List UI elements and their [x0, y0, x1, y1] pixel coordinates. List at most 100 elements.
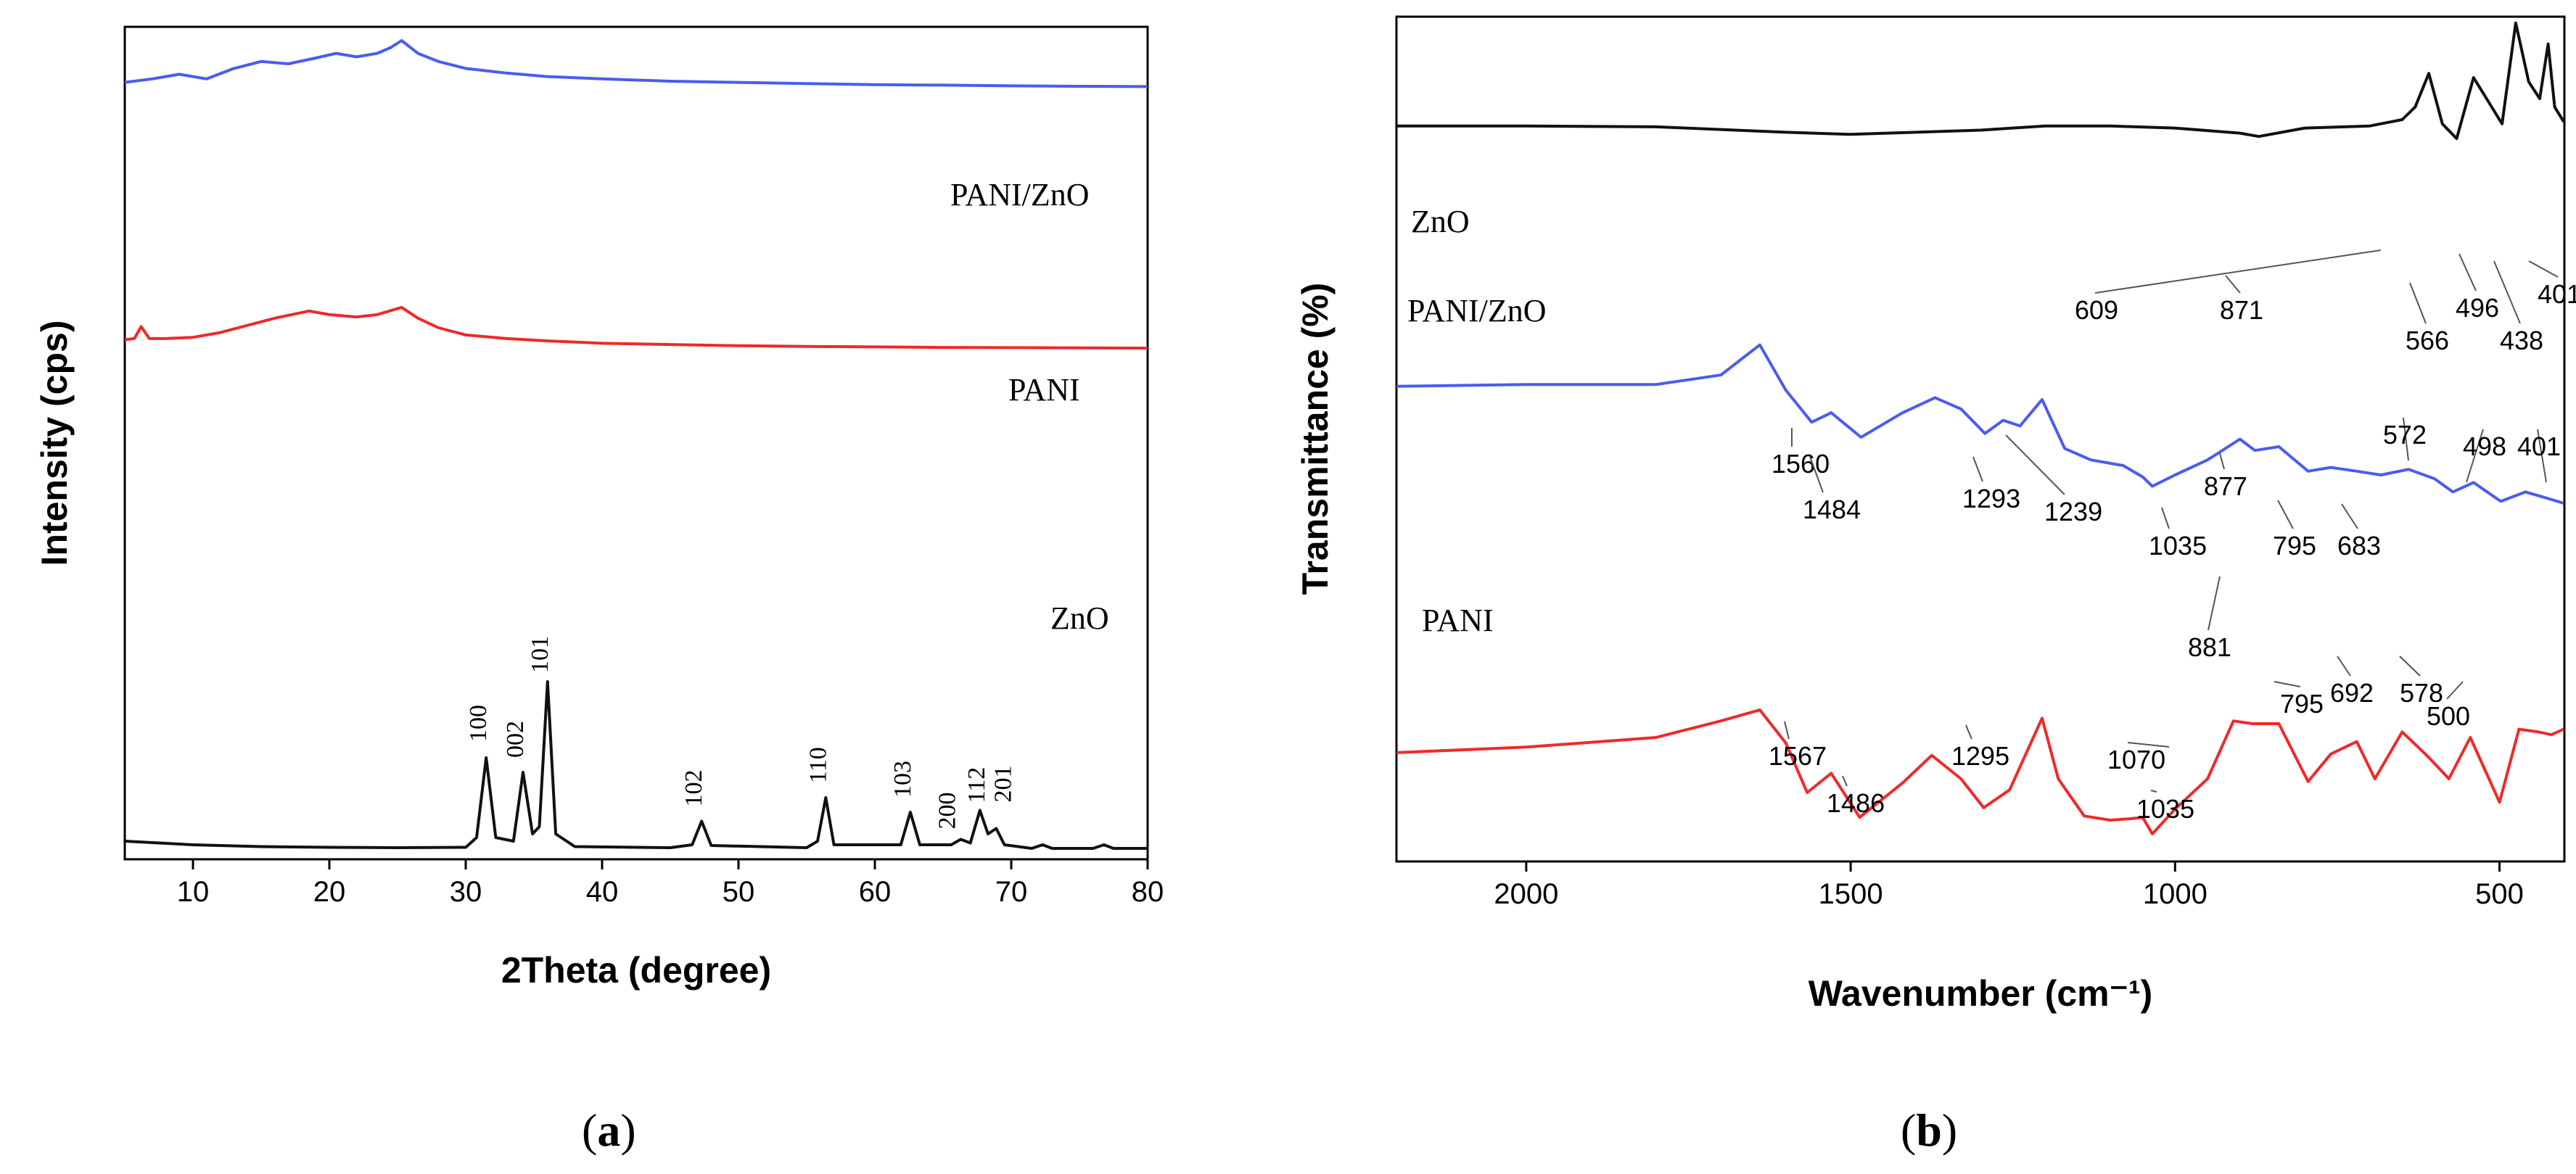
- peak-label-zno-609: 609: [2075, 295, 2118, 325]
- x-tick-label: 60: [859, 876, 892, 908]
- peak-label-zno-496: 496: [2456, 293, 2499, 323]
- peak-leader-438: [2493, 260, 2521, 324]
- series-label-pani-zno-a: PANI/ZnO: [950, 177, 1090, 212]
- trace-pani: [124, 305, 1148, 350]
- peak-label-pani-1486: 1486: [1827, 788, 1885, 818]
- panel-b-traces: [1396, 21, 2565, 835]
- peak-leader-1070: [2127, 742, 2170, 748]
- peak-leader-500: [2446, 681, 2464, 700]
- panel-b-xlabel: Wavenumber (cm⁻¹): [1808, 973, 2153, 1014]
- peak-label-103: 103: [889, 761, 916, 798]
- peak-leader-609: [2094, 249, 2382, 294]
- peak-label-pani-795: 795: [2280, 689, 2324, 719]
- peak-leader-1239: [2005, 434, 2065, 495]
- panel-a-traces: [124, 39, 1148, 850]
- panel-b-frame: [1395, 15, 2566, 863]
- peak-leader-881: [2207, 576, 2221, 631]
- series-label-zno-a: ZnO: [1050, 600, 1109, 636]
- peak-label-pani-zno-683: 683: [2337, 531, 2381, 561]
- peak-leader-401: [2528, 260, 2559, 278]
- panel-b-x-ticks: 2000 1500 1000 500: [1494, 861, 2524, 910]
- peak-label-pani-zno-1293: 1293: [1962, 484, 2020, 513]
- x-tick-label: 40: [586, 876, 619, 908]
- panel-a-caption: (a): [582, 1104, 636, 1156]
- peak-label-100: 100: [465, 705, 492, 742]
- peak-label-102: 102: [680, 770, 707, 807]
- panel-a-xrd: 10 20 30 40 50 60 70 80 100 002 101 102 110 103 20011…: [34, 25, 1164, 1156]
- peak-label-pani-zno-1239: 1239: [2044, 497, 2102, 526]
- peak-leader-496: [2458, 253, 2477, 292]
- peak-leader-683: [2341, 503, 2358, 529]
- peak-label-pani-zno-795: 795: [2273, 531, 2316, 561]
- peak-label-pani-zno-498: 498: [2463, 431, 2506, 461]
- x-tick-label: 20: [313, 876, 346, 908]
- peak-label-pani-881: 881: [2188, 632, 2231, 662]
- peak-leader-566: [2409, 282, 2427, 324]
- peak-label-101: 101: [527, 636, 554, 673]
- peak-label-002: 002: [502, 721, 529, 758]
- peak-label-pani-zno-1560: 1560: [1771, 449, 1830, 479]
- panel-a-xlabel: 2Theta (degree): [501, 950, 771, 991]
- x-tick-label: 30: [450, 876, 482, 908]
- x-tick-label: 500: [2475, 878, 2524, 910]
- peak-label-zno-871: 871: [2220, 295, 2263, 325]
- x-tick-label: 2000: [1494, 878, 1558, 910]
- trace-pani-zno: [124, 39, 1148, 88]
- peak-leader-795: [2277, 500, 2294, 529]
- peak-leader-692: [2337, 656, 2351, 677]
- peak-leader-1295: [1965, 724, 1972, 740]
- x-tick-label: 70: [995, 876, 1028, 908]
- x-tick-label: 1000: [2143, 878, 2207, 910]
- trace-zno: [1396, 21, 2565, 141]
- peak-leader-498: [2466, 429, 2484, 483]
- x-tick-label: 10: [177, 876, 210, 908]
- peak-leader-1035: [2150, 790, 2157, 793]
- peak-label-201: 201: [989, 766, 1016, 803]
- peak-leader-1293: [1972, 456, 1983, 482]
- peak-label-pani-zno-401: 401: [2517, 431, 2561, 461]
- peak-leader-401: [2537, 429, 2547, 483]
- x-tick-label: 80: [1132, 876, 1164, 908]
- peak-label-zno-438: 438: [2500, 326, 2543, 355]
- trace-zno: [124, 680, 1148, 850]
- peak-leader-572: [2403, 417, 2409, 461]
- peak-label-200: 200: [934, 793, 960, 830]
- peak-label-pani-692: 692: [2330, 678, 2374, 708]
- peak-leader-877: [2219, 452, 2225, 470]
- series-label-zno-b: ZnO: [1411, 204, 1470, 239]
- peak-leader-1035: [2161, 507, 2170, 529]
- peak-label-zno-401: 401: [2538, 279, 2576, 309]
- trace-pani-zno: [1396, 343, 2564, 505]
- peak-label-pani-1035: 1035: [2136, 794, 2194, 824]
- peak-leader-1484: [1809, 456, 1824, 493]
- peak-leader-1486: [1842, 775, 1848, 787]
- peak-leader-578: [2399, 656, 2421, 677]
- peak-label-pani-500: 500: [2427, 701, 2470, 731]
- panel-b-caption: (b): [1901, 1104, 1957, 1156]
- peak-leader-795: [2273, 681, 2301, 687]
- peak-label-pani-1295: 1295: [1951, 741, 2009, 771]
- trace-pani: [1396, 708, 2564, 835]
- peak-label-pani-578: 578: [2400, 678, 2443, 708]
- peak-leader-871: [2225, 275, 2241, 294]
- peak-label-pani-zno-1484: 1484: [1803, 495, 1861, 524]
- peak-label-zno-566: 566: [2406, 326, 2449, 355]
- peak-label-112: 112: [963, 767, 990, 803]
- peak-label-pani-1567: 1567: [1769, 741, 1827, 771]
- series-label-pani-a: PANI: [1008, 372, 1080, 408]
- panel-a-ylabel: Intensity (cps): [34, 321, 75, 566]
- panel-a-x-ticks: 10 20 30 40 50 60 70 80: [177, 859, 1164, 908]
- x-tick-label: 1500: [1819, 878, 1883, 910]
- peak-label-pani-zno-1035: 1035: [2149, 531, 2207, 561]
- peak-label-pani-zno-572: 572: [2383, 420, 2427, 450]
- x-tick-label: 50: [723, 876, 755, 908]
- peak-label-pani-1070: 1070: [2107, 745, 2165, 774]
- series-label-pani-zno-b: PANI/ZnO: [1407, 293, 1547, 328]
- peak-leader-1567: [1784, 721, 1790, 740]
- panel-b-ylabel: Transmittance (%): [1295, 283, 1336, 595]
- peak-label-pani-zno-877: 877: [2204, 471, 2247, 501]
